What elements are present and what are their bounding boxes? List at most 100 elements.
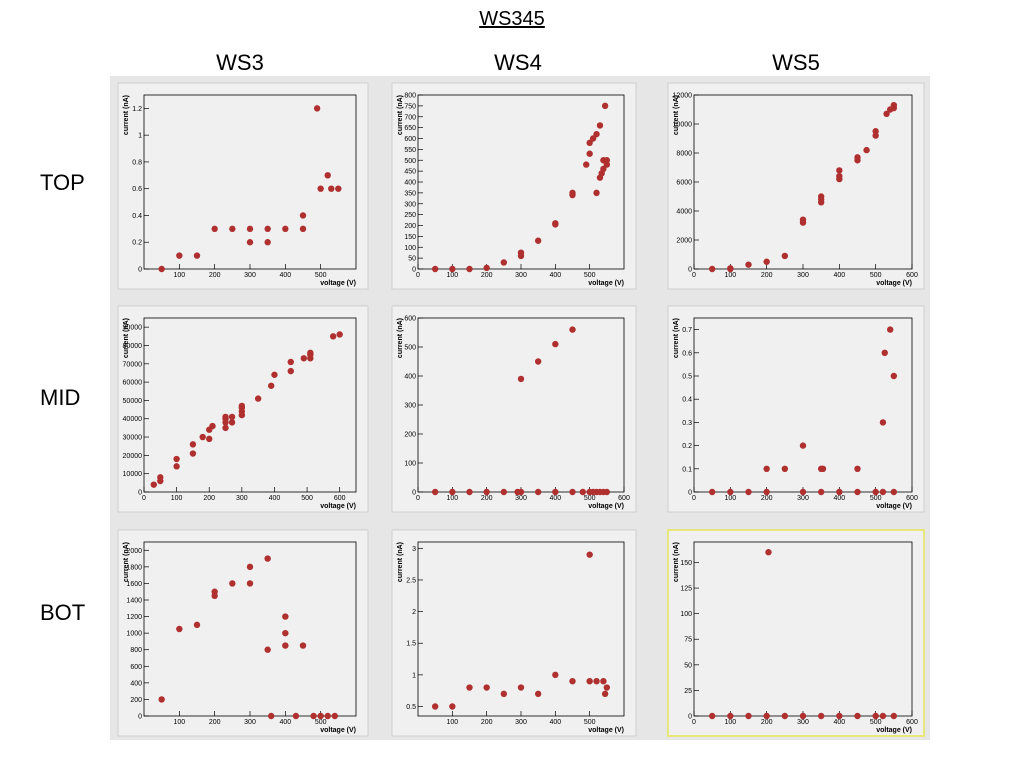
data-point xyxy=(534,488,542,496)
x-axis-label: voltage (V) xyxy=(588,503,624,510)
y-tick-label: 0 xyxy=(688,267,692,274)
y-tick-label: 0 xyxy=(138,490,142,497)
y-tick-label: 150 xyxy=(404,234,416,241)
y-tick-label: 0.3 xyxy=(682,420,692,427)
y-tick-label: 400 xyxy=(404,180,416,187)
y-tick-label: 400 xyxy=(404,374,416,381)
chart-ws3-mid: 0 100 200 300 400 500 600 0 10000 20000 30000 40000… xyxy=(117,305,369,513)
y-tick-label: 125 xyxy=(680,586,692,593)
y-tick-label: 0.8 xyxy=(132,159,142,166)
y-tick-label: 0 xyxy=(412,267,416,274)
x-tick-label: 500 xyxy=(870,719,882,726)
x-tick-label: 200 xyxy=(209,719,221,726)
data-point xyxy=(593,678,600,685)
data-point xyxy=(517,375,525,383)
y-tick-label: 800 xyxy=(404,93,416,100)
x-tick-label: 400 xyxy=(549,495,561,502)
y-tick-label: 0 xyxy=(138,267,142,274)
data-point xyxy=(222,413,229,421)
data-point xyxy=(211,225,218,233)
data-point xyxy=(282,629,289,637)
data-point xyxy=(189,450,197,457)
data-point xyxy=(500,690,508,698)
data-point xyxy=(206,435,213,443)
data-point xyxy=(282,613,289,620)
y-tick-label: 200 xyxy=(130,697,142,704)
panel-background xyxy=(391,82,637,290)
data-point xyxy=(158,265,165,273)
y-tick-label: 0 xyxy=(688,714,692,721)
x-tick-label: 600 xyxy=(334,495,346,502)
y-tick-label: 0.6 xyxy=(132,186,142,193)
x-tick-label: 400 xyxy=(549,272,561,279)
x-tick-label: 200 xyxy=(481,719,493,726)
x-tick-label: 500 xyxy=(315,272,327,279)
y-tick-label: 60000 xyxy=(123,380,143,387)
data-point xyxy=(336,331,343,338)
y-tick-label: 0.2 xyxy=(132,240,142,247)
x-tick-label: 100 xyxy=(724,272,736,279)
panel-background xyxy=(391,305,637,513)
chart-ws3-bot: 100 200 300 400 500 0 200 400 600 800 1000 1200 1400… xyxy=(117,529,369,737)
data-point xyxy=(517,488,525,496)
data-point xyxy=(799,712,807,720)
x-axis-label: voltage (V) xyxy=(320,503,356,510)
data-point xyxy=(534,237,542,244)
data-point xyxy=(879,488,887,496)
data-point xyxy=(254,395,262,402)
y-axis-label: current (nA) xyxy=(397,95,404,135)
x-tick-label: 300 xyxy=(515,495,527,502)
y-tick-label: 10000 xyxy=(673,122,693,129)
x-tick-label: 100 xyxy=(724,495,736,502)
y-tick-label: 500 xyxy=(404,345,416,352)
data-point xyxy=(569,678,576,685)
data-point xyxy=(173,455,180,463)
data-point xyxy=(583,161,590,168)
y-tick-label: 50 xyxy=(684,662,692,669)
y-tick-label: 2 xyxy=(412,609,416,616)
y-tick-label: 600 xyxy=(404,316,416,323)
data-point xyxy=(836,173,843,180)
y-tick-label: 1 xyxy=(412,672,416,679)
y-tick-label: 0 xyxy=(688,490,692,497)
chart-ws5-top: 0 100 200 300 400 500 600020004000600080001000… xyxy=(667,82,925,290)
x-tick-label: 300 xyxy=(797,495,809,502)
data-point xyxy=(890,712,898,720)
panel-background xyxy=(117,529,369,737)
data-point xyxy=(727,712,734,720)
x-tick-label: 300 xyxy=(515,719,527,726)
x-tick-label: 0 xyxy=(692,495,696,502)
column-label-ws5: WS5 xyxy=(772,50,820,75)
x-tick-label: 200 xyxy=(203,495,215,502)
y-tick-label: 750 xyxy=(404,103,416,110)
x-axis-label: voltage (V) xyxy=(588,280,624,287)
data-point xyxy=(246,580,254,587)
data-point xyxy=(264,555,271,562)
data-point xyxy=(328,185,335,192)
data-point xyxy=(745,488,752,496)
x-tick-label: 500 xyxy=(870,495,882,502)
y-tick-label: 100 xyxy=(404,461,416,468)
data-point xyxy=(881,349,888,356)
data-point xyxy=(483,684,490,691)
data-point xyxy=(287,358,294,366)
y-tick-label: 8000 xyxy=(676,151,692,158)
data-point xyxy=(569,326,576,333)
data-point xyxy=(222,424,229,432)
data-point xyxy=(483,488,490,496)
data-point xyxy=(176,625,183,633)
data-point xyxy=(872,128,879,135)
data-point xyxy=(299,212,307,219)
x-tick-label: 200 xyxy=(481,495,493,502)
x-tick-label: 600 xyxy=(906,719,918,726)
data-point xyxy=(552,488,559,496)
panel-background xyxy=(667,305,925,513)
x-tick-label: 100 xyxy=(173,719,185,726)
x-axis-label: voltage (V) xyxy=(588,727,624,734)
x-tick-label: 500 xyxy=(584,495,596,502)
x-tick-label: 600 xyxy=(618,495,630,502)
y-tick-label: 0.1 xyxy=(682,466,692,473)
data-point xyxy=(313,105,321,112)
data-point xyxy=(745,712,752,720)
data-point xyxy=(883,110,890,118)
